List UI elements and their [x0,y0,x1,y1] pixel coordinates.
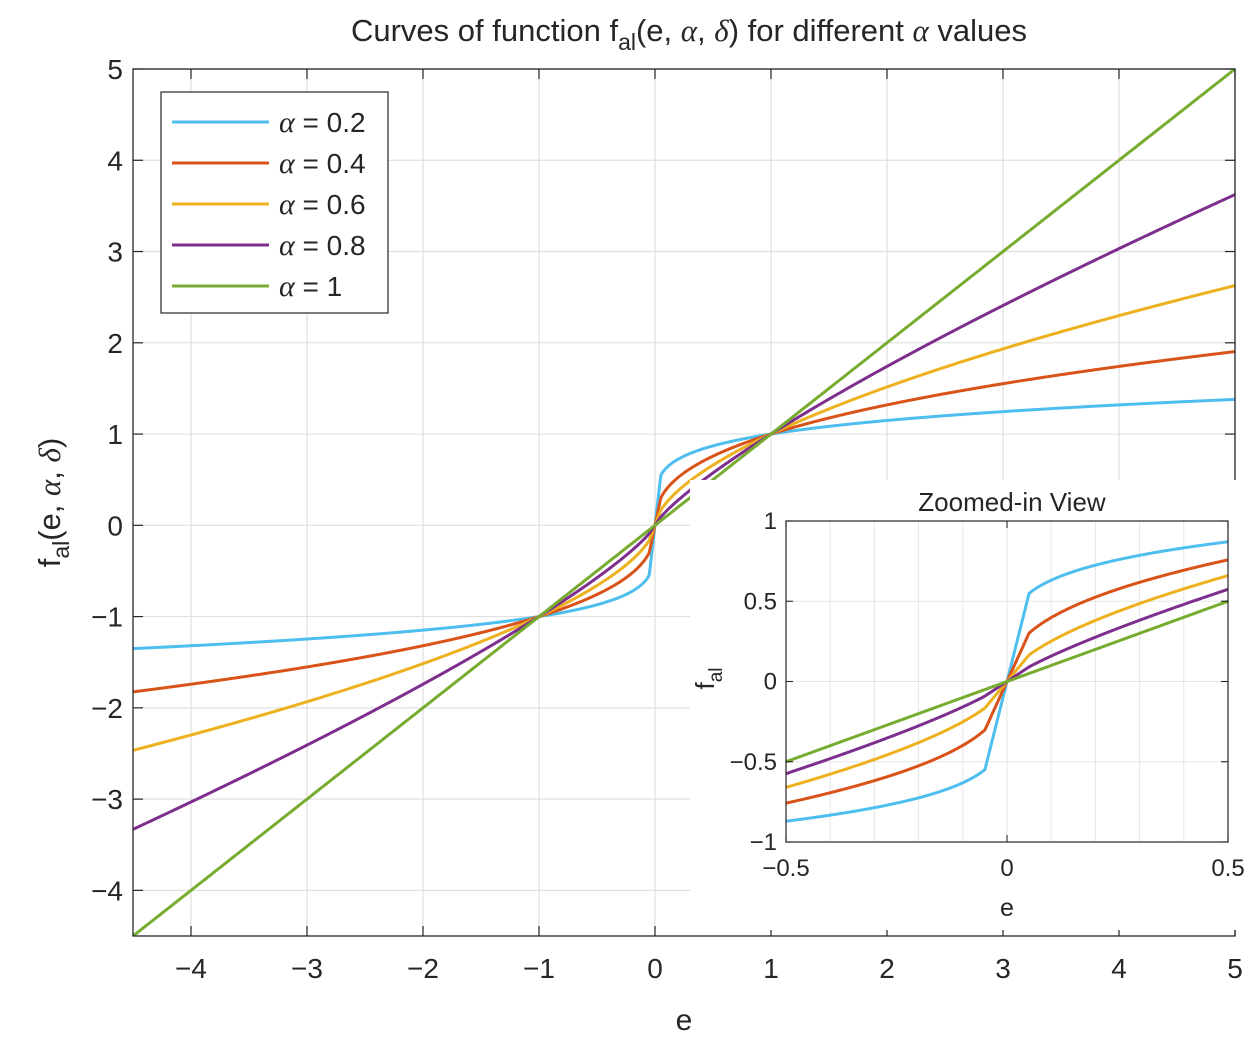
main-xtick-label: 3 [995,953,1011,984]
main-ytick-label: 1 [107,419,123,450]
main-xtick-label: 5 [1227,953,1243,984]
legend-entry: α = 0.2 [279,106,366,139]
main-ytick-label: 2 [107,328,123,359]
chart-title: Curves of function fal(e, α, δ) for diff… [351,13,1027,55]
inset-title: Zoomed-in View [918,487,1106,517]
inset-xtick-label: 0.5 [1211,855,1244,882]
series-line-alpha-1 [133,69,1235,936]
main-ytick-label: −2 [91,693,123,724]
main-xtick-label: 2 [879,953,895,984]
inset-curves [786,540,1228,823]
legend-entry: α = 1 [279,270,342,303]
main-ytick-label: −4 [91,875,123,906]
main-xtick-label: −1 [523,953,555,984]
x-axis-label: e [676,1004,693,1037]
series-line-alpha-0.4 [133,350,1235,694]
inset-x-label: e [1000,894,1014,922]
legend-entry: α = 0.8 [279,229,366,262]
main-ytick-label: 5 [107,54,123,85]
main-xtick-label: −2 [407,953,439,984]
main-ytick-label: −3 [91,784,123,815]
inset-series-line-alpha-1 [786,599,1228,764]
y-axis-label: fal(e, α, δ) [32,438,74,568]
main-ytick-label: 0 [107,510,123,541]
main-ytick-label: −1 [91,602,123,633]
main-curves [133,69,1235,936]
main-xtick-label: −4 [175,953,207,984]
main-xtick-label: 0 [647,953,663,984]
legend-entry: α = 0.4 [279,147,366,180]
inset-y-label: fal [690,667,727,689]
main-ytick-label: 3 [107,237,123,268]
series-line-alpha-0.8 [133,193,1235,831]
legend-entry: α = 0.6 [279,188,366,221]
inset-ytick-label: −1 [750,829,777,856]
main-xtick-label: 4 [1111,953,1127,984]
series-line-alpha-0.2 [133,397,1235,651]
main-xtick-label: −3 [291,953,323,984]
inset-xtick-label: 0 [1000,855,1013,882]
inset-ytick-label: 0.5 [744,588,777,615]
inset-xtick-label: −0.5 [762,855,809,882]
main-xtick-label: 1 [763,953,779,984]
inset-ytick-label: 0 [764,669,777,696]
series-line-alpha-0.6 [133,284,1235,752]
inset-ytick-label: 1 [764,508,777,535]
legend: α = 0.2 α = 0.4 α = 0.6 α = 0.8 α = 1 [160,91,389,314]
inset-ytick-label: −0.5 [730,749,777,776]
main-ytick-label: 4 [107,145,123,176]
